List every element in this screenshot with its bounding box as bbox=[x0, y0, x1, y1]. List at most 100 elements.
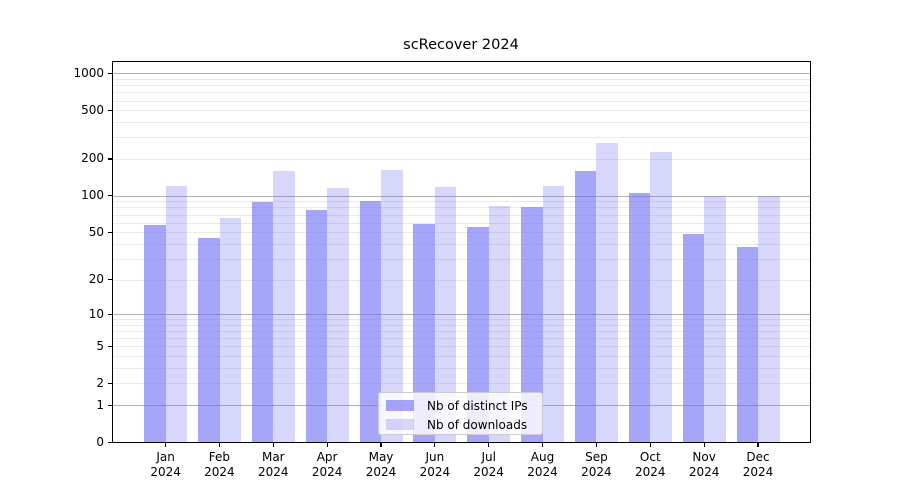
legend-swatch-downloads bbox=[386, 419, 414, 430]
x-tick-year: 2024 bbox=[258, 465, 289, 479]
x-tick-year: 2024 bbox=[311, 465, 343, 479]
gridline-minor bbox=[113, 346, 810, 348]
x-tick-mark bbox=[649, 443, 651, 447]
bar-downloads bbox=[434, 186, 457, 442]
x-tick-year: 2024 bbox=[473, 465, 504, 479]
legend-label: Nb of distinct IPs bbox=[427, 398, 528, 413]
x-tick-label: Jan 2024 bbox=[126, 450, 206, 480]
bar-distinct-ips bbox=[359, 200, 381, 442]
x-tick-year: 2024 bbox=[365, 465, 397, 479]
gridline-minor bbox=[113, 319, 810, 321]
x-tick-year: 2024 bbox=[527, 465, 558, 479]
x-tick-label: Nov 2024 bbox=[664, 450, 744, 480]
x-tick-label: Sep 2024 bbox=[556, 450, 636, 480]
bar-distinct-ips bbox=[628, 192, 651, 442]
gridline-major bbox=[113, 314, 810, 315]
x-tick-label: Jun 2024 bbox=[395, 450, 475, 480]
y-tick-label: 100 bbox=[81, 188, 104, 203]
y-tick-label: 2 bbox=[96, 375, 104, 390]
bar-distinct-ips bbox=[198, 237, 220, 442]
x-tick-mark bbox=[380, 443, 382, 447]
gridline-minor bbox=[113, 331, 810, 332]
gridline-minor bbox=[113, 78, 810, 80]
y-tick-label: 20 bbox=[88, 272, 104, 286]
y-tick-mark bbox=[108, 313, 112, 315]
y-tick-mark bbox=[108, 195, 112, 197]
x-tick-mark bbox=[757, 443, 759, 447]
bar-distinct-ips bbox=[574, 171, 597, 442]
legend-row: Nb of distinct IPs bbox=[386, 396, 536, 415]
y-tick-label: 5 bbox=[96, 338, 104, 353]
legend: Nb of distinct IPs Nb of downloads bbox=[378, 392, 543, 435]
y-tick-mark bbox=[108, 231, 112, 233]
x-tick-mark bbox=[703, 443, 705, 447]
bar-downloads bbox=[596, 142, 618, 442]
gridline-minor bbox=[113, 122, 810, 124]
gridline-minor bbox=[113, 279, 810, 281]
y-tick-mark bbox=[108, 345, 112, 348]
x-tick-year: 2024 bbox=[204, 465, 235, 479]
gridline-minor bbox=[113, 232, 810, 234]
bar-distinct-ips bbox=[467, 227, 489, 442]
bar-downloads bbox=[650, 152, 672, 442]
bar-distinct-ips bbox=[413, 223, 435, 442]
gridline-major bbox=[113, 73, 810, 75]
y-tick-mark bbox=[108, 279, 112, 281]
gridline-minor bbox=[113, 100, 810, 102]
bar-distinct-ips bbox=[144, 225, 166, 442]
gridline-minor bbox=[113, 258, 810, 260]
y-tick-label: 1000 bbox=[73, 65, 104, 80]
gridline-minor bbox=[113, 92, 810, 94]
x-tick-label: Mar 2024 bbox=[233, 450, 313, 480]
x-tick-mark bbox=[272, 443, 274, 447]
legend-swatch-distinct-ips bbox=[386, 400, 414, 411]
gridline-minor bbox=[113, 201, 810, 203]
y-tick-label: 1 bbox=[96, 397, 104, 412]
legend-row: Nb of downloads bbox=[386, 415, 536, 434]
bar-distinct-ips bbox=[521, 207, 543, 442]
y-tick-mark bbox=[108, 441, 112, 443]
bar-downloads bbox=[542, 186, 565, 442]
y-tick-mark bbox=[108, 109, 112, 111]
y-tick-label: 50 bbox=[88, 224, 104, 239]
y-tick-mark bbox=[108, 404, 112, 406]
x-tick-mark bbox=[326, 443, 328, 447]
gridline-major bbox=[113, 195, 810, 197]
bar-downloads bbox=[327, 188, 349, 442]
y-tick-label: 10 bbox=[88, 306, 104, 321]
plot-area: Nb of distinct IPs Nb of downloads bbox=[112, 61, 811, 443]
x-tick-year: 2024 bbox=[688, 465, 720, 479]
x-tick-year: 2024 bbox=[635, 465, 666, 479]
bar-distinct-ips bbox=[251, 202, 274, 442]
y-tick-label: 200 bbox=[81, 151, 104, 166]
gridline-minor bbox=[113, 85, 810, 87]
x-tick-mark bbox=[218, 443, 220, 447]
bar-downloads bbox=[704, 195, 726, 442]
gridline-minor bbox=[113, 214, 810, 216]
x-tick-label: Oct 2024 bbox=[610, 450, 690, 480]
y-tick-mark bbox=[108, 158, 112, 160]
legend-label: Nb of downloads bbox=[427, 417, 528, 432]
y-tick-label: 0 bbox=[96, 434, 104, 449]
x-tick-mark bbox=[488, 443, 490, 447]
x-tick-label: Apr 2024 bbox=[287, 450, 367, 480]
x-tick-year: 2024 bbox=[742, 465, 774, 479]
bar-distinct-ips bbox=[682, 234, 705, 442]
x-tick-mark bbox=[165, 443, 167, 447]
bar-downloads bbox=[165, 186, 188, 442]
gridline-minor bbox=[113, 222, 810, 224]
gridline-minor bbox=[113, 137, 810, 139]
gridline-minor bbox=[113, 110, 810, 112]
bar-downloads bbox=[381, 170, 403, 442]
x-tick-label: Feb 2024 bbox=[179, 450, 259, 480]
gridline-minor bbox=[113, 243, 810, 245]
x-tick-label: Aug 2024 bbox=[503, 450, 583, 480]
x-tick-year: 2024 bbox=[150, 465, 181, 479]
y-tick-label: 500 bbox=[81, 102, 104, 117]
bar-downloads bbox=[488, 206, 511, 442]
gridline-minor bbox=[113, 338, 810, 340]
x-tick-mark bbox=[434, 443, 436, 447]
x-tick-year: 2024 bbox=[581, 465, 612, 479]
gridline-minor bbox=[113, 324, 810, 326]
